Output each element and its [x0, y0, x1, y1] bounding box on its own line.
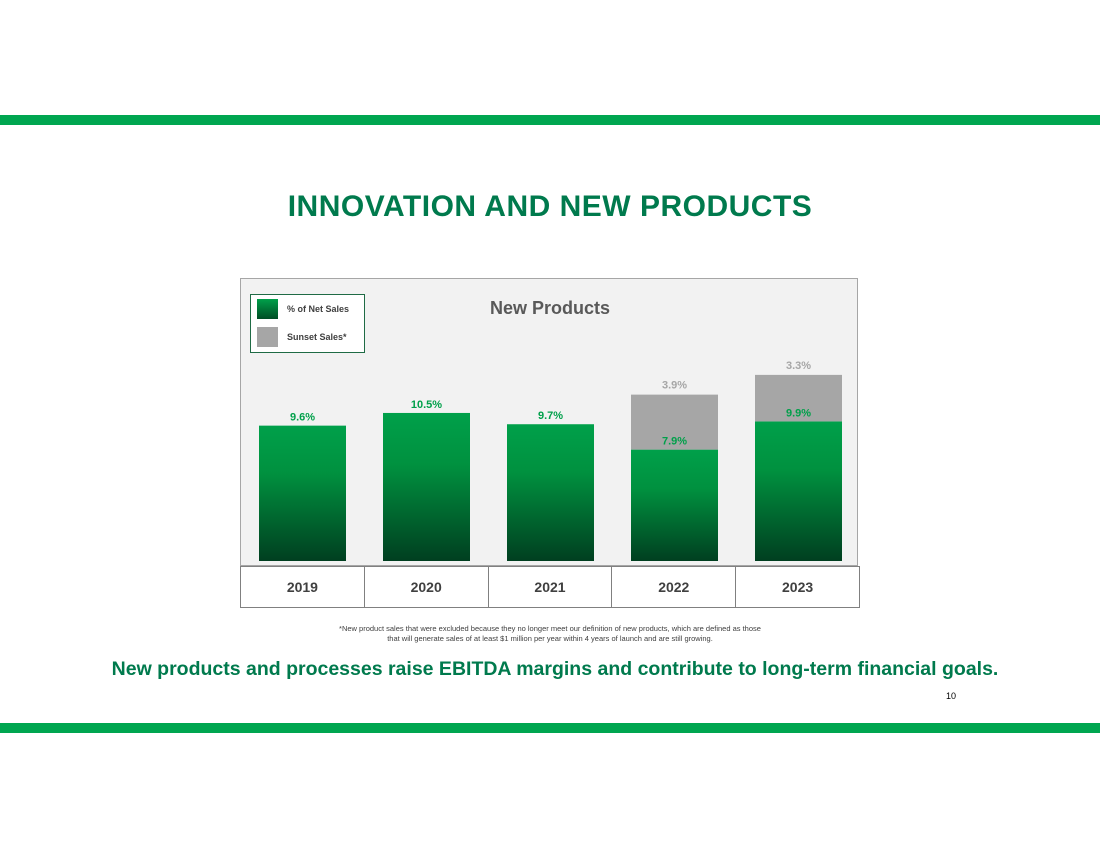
data-label-net-sales: 10.5% — [411, 399, 442, 411]
page-number: 10 — [946, 691, 957, 701]
legend-label-net-sales: % of Net Sales — [287, 304, 350, 314]
data-label-sunset-sales: 3.9% — [662, 380, 687, 392]
tagline: New products and processes raise EBITDA … — [111, 658, 999, 680]
legend-swatch-net-sales — [257, 299, 278, 319]
bar-net-sales — [755, 421, 842, 561]
footnote: *New product sales that were excluded be… — [0, 624, 1100, 644]
bar-net-sales — [383, 412, 470, 561]
data-label-net-sales: 7.9% — [662, 436, 687, 448]
bottom-accent-band — [0, 723, 1100, 733]
chart-title: New Products — [489, 298, 611, 318]
data-label-net-sales: 9.6% — [290, 412, 315, 424]
bar-sunset-sales — [631, 394, 718, 450]
legend-item-sunset-sales: Sunset Sales* — [257, 327, 347, 347]
bar-net-sales — [631, 449, 718, 561]
data-label-sunset-sales: 3.3% — [786, 360, 811, 372]
x-tick-label: 2020 — [365, 567, 489, 607]
x-tick-label: 2019 — [241, 567, 365, 607]
x-tick-label: 2023 — [782, 579, 814, 595]
x-axis-year-row: 2019 2020 2021 2022 2023 — [240, 566, 860, 608]
footnote-line-1: *New product sales that were excluded be… — [339, 624, 761, 633]
top-accent-band — [0, 115, 1100, 125]
legend-label-sunset-sales: Sunset Sales* — [287, 332, 347, 342]
bar-net-sales — [507, 424, 594, 561]
legend-item-net-sales: % of Net Sales — [257, 299, 349, 319]
footnote-line-2: that will generate sales of at least $1 … — [387, 634, 713, 643]
x-tick-label: 2021 — [489, 567, 613, 607]
bar-sunset-sales — [755, 374, 842, 422]
page-title: INNOVATION AND NEW PRODUCTS — [287, 190, 813, 223]
legend-swatch-sunset-sales — [257, 327, 278, 347]
chart-legend: % of Net Sales Sunset Sales* — [250, 294, 365, 353]
data-label-net-sales: 9.7% — [538, 410, 563, 422]
bar-net-sales — [259, 425, 346, 561]
data-label-net-sales: 9.9% — [786, 407, 811, 419]
x-tick-label: 2022 — [612, 567, 737, 607]
